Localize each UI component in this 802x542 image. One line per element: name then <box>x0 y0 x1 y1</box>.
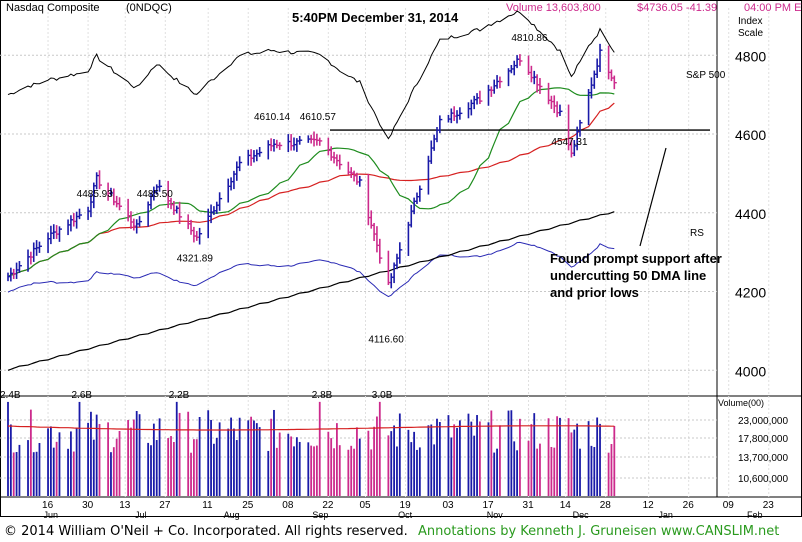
volume-tick-label: 17,800,000 <box>738 434 788 445</box>
price-bars <box>7 43 617 289</box>
x-day-label: 19 <box>400 500 412 511</box>
volume-title: Volume(00) <box>718 398 764 408</box>
volume-peak-label: 3.0B <box>372 390 393 401</box>
scale-label-2: Scale <box>738 28 764 39</box>
annotation-line: and prior lows <box>550 285 639 300</box>
volume-tick-label: 10,600,000 <box>738 474 788 485</box>
price-tick-label: 4800 <box>735 48 766 64</box>
price-tick-label: 4600 <box>735 127 766 143</box>
x-day-label: 27 <box>159 500 171 511</box>
volume-average-line <box>7 425 615 431</box>
x-day-label: 08 <box>282 500 294 511</box>
x-day-label: 05 <box>360 500 372 511</box>
volume-peak-label: 2.4B <box>0 390 21 401</box>
x-month-label: Nov <box>487 510 504 520</box>
index-symbol: (0NDQC) <box>126 2 172 14</box>
x-month-label: Sep <box>312 510 328 520</box>
volume-readout: Volume 13,603,800 <box>506 2 601 14</box>
x-day-label: 25 <box>242 500 254 511</box>
ma50-green-line <box>7 87 615 278</box>
annotation-line: undercutting 50 DMA line <box>550 268 707 283</box>
price-label: 4610.57 <box>300 112 337 123</box>
x-day-label: 30 <box>82 500 94 511</box>
price-grid: 4000 4200 4400 4600 4800 <box>0 8 770 497</box>
price-readout: $4736.05 -41.39 <box>637 2 718 14</box>
annotation-arrow <box>639 147 667 247</box>
x-month-label: Feb <box>747 510 763 520</box>
ma50-red-line <box>7 102 615 278</box>
x-day-label: 11 <box>202 500 213 511</box>
overlays <box>7 10 710 371</box>
annotation-text: Found prompt support after undercutting … <box>550 250 722 301</box>
x-day-label: 03 <box>442 500 454 511</box>
price-tick-label: 4200 <box>735 285 766 301</box>
ma200-line <box>7 211 615 371</box>
volume-peak-label: 2.8B <box>312 390 333 401</box>
copyright-text: © 2014 William O'Neil + Co. Incorporated… <box>4 524 408 539</box>
sp500-label: S&P 500 <box>686 70 726 81</box>
index-name: Nasdaq Composite <box>6 2 100 14</box>
x-day-label: 16 <box>42 500 54 511</box>
price-label: 4610.14 <box>254 112 291 123</box>
x-day-label: 13 <box>119 500 131 511</box>
annotation-line: Found prompt support after <box>550 251 722 266</box>
x-month-label: Dec <box>573 510 590 520</box>
x-month-label: Jun <box>43 510 58 520</box>
sp500-line <box>7 10 615 140</box>
time-readout: 04:00 PM ET <box>744 2 802 14</box>
x-day-label: 22 <box>322 500 334 511</box>
price-label: 4810.86 <box>511 33 548 44</box>
price-label: 4321.89 <box>177 254 214 265</box>
x-day-label: 17 <box>482 500 494 511</box>
x-day-label: 14 <box>560 500 572 511</box>
x-day-label: 28 <box>600 500 612 511</box>
price-tick-label: 4400 <box>735 206 766 222</box>
price-label: 4485.93 <box>77 189 114 200</box>
scale-label-1: Index <box>738 16 763 27</box>
rs-line <box>7 241 615 298</box>
x-month-label: Oct <box>398 510 413 520</box>
chart-timestamp: 5:40PM December 31, 2014 <box>292 10 459 25</box>
x-day-label: 09 <box>723 500 735 511</box>
price-label: 4547.31 <box>551 137 588 148</box>
x-day-label: 31 <box>523 500 535 511</box>
x-month-label: Aug <box>224 510 240 520</box>
price-label: 4485.50 <box>137 189 174 200</box>
x-month-label: Jul <box>135 510 147 520</box>
volume-tick-label: 23,000,000 <box>738 416 788 427</box>
x-day-label: 23 <box>763 500 775 511</box>
chart-labels: 16 30 13 27 11 25 08 22 05 19 03 17 31 14 28 12 26 09 23 Ju… <box>0 33 774 520</box>
volume-bars <box>7 401 616 496</box>
x-month-label: Jan <box>658 510 673 520</box>
credit-text: Annotations by Kenneth J. Gruneisen www.… <box>418 524 780 539</box>
x-day-label: 26 <box>683 500 695 511</box>
volume-peak-label: 2.2B <box>169 390 190 401</box>
x-day-label: 12 <box>643 500 655 511</box>
price-tick-label: 4000 <box>735 363 766 379</box>
rs-label: RS <box>690 228 704 239</box>
volume-peak-label: 2.6B <box>72 390 93 401</box>
price-label: 4116.60 <box>368 334 404 345</box>
volume-tick-label: 13,700,000 <box>738 453 788 464</box>
